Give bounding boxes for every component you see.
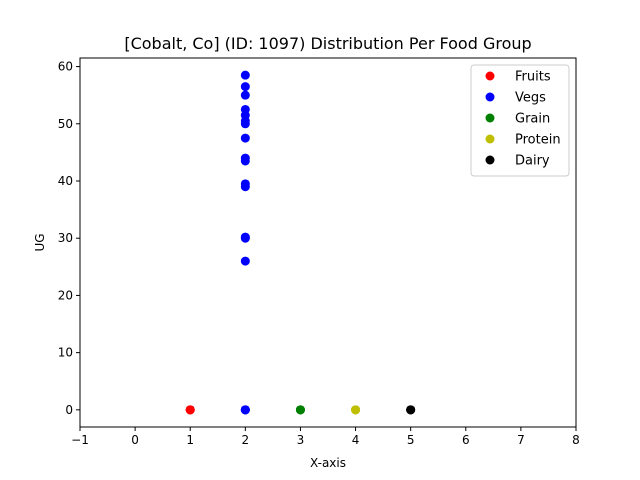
legend-label-grain: Grain	[515, 112, 550, 127]
point-vegs-6	[240, 119, 250, 129]
legend-label-fruits: Fruits	[515, 70, 551, 85]
x-tick-label: 0	[131, 433, 139, 447]
x-tick-label: 7	[517, 433, 525, 447]
legend-marker-dairy	[485, 155, 495, 165]
x-tick-label: 3	[297, 433, 305, 447]
y-axis-label: UG	[33, 233, 47, 251]
point-vegs-2	[240, 90, 250, 100]
legend-marker-vegs	[485, 92, 495, 102]
x-tick-label: −1	[71, 433, 89, 447]
y-tick-label: 0	[65, 403, 73, 417]
x-tick-label: 5	[407, 433, 415, 447]
legend-marker-fruits	[485, 71, 495, 81]
plot-marks	[185, 70, 416, 415]
point-fruits-3	[185, 405, 195, 415]
point-vegs-18	[240, 405, 250, 415]
x-axis: −1 0 1 2 3 4 5 6 7 8	[71, 427, 580, 447]
y-tick-label: 20	[58, 288, 73, 302]
point-vegs-14	[240, 256, 250, 266]
point-grain-2	[295, 405, 305, 415]
y-tick-label: 30	[58, 231, 73, 245]
point-vegs-11	[240, 182, 250, 192]
point-vegs-7	[240, 133, 250, 143]
point-dairy-2	[406, 405, 416, 415]
legend-marker-grain	[485, 113, 495, 123]
x-tick-label: 6	[462, 433, 470, 447]
legend-label-dairy: Dairy	[515, 154, 550, 169]
legend-marker-protein	[485, 134, 495, 144]
y-tick-label: 10	[58, 346, 73, 360]
chart-title: [Cobalt, Co] (ID: 1097) Distribution Per…	[124, 34, 531, 53]
y-tick-label: 50	[58, 117, 73, 131]
x-tick-label: 8	[572, 433, 580, 447]
point-vegs-0	[240, 70, 250, 80]
point-vegs-13	[240, 233, 250, 243]
plot-frame	[79, 57, 577, 428]
y-tick-label: 60	[58, 60, 73, 74]
y-axis: 0 10 20 30 40 50 60	[58, 60, 80, 417]
x-tick-label: 1	[186, 433, 194, 447]
x-axis-label: X-axis	[310, 456, 346, 470]
point-protein-2	[351, 405, 361, 415]
legend-box	[470, 64, 570, 177]
legend: Fruits Vegs Grain Protein Dairy	[470, 64, 570, 177]
x-tick-label: 4	[352, 433, 360, 447]
legend-label-vegs: Vegs	[515, 91, 546, 106]
x-tick-label: 2	[242, 433, 250, 447]
point-vegs-1	[240, 82, 250, 92]
legend-label-protein: Protein	[515, 133, 561, 148]
point-vegs-9	[240, 156, 250, 166]
y-tick-label: 40	[58, 174, 73, 188]
